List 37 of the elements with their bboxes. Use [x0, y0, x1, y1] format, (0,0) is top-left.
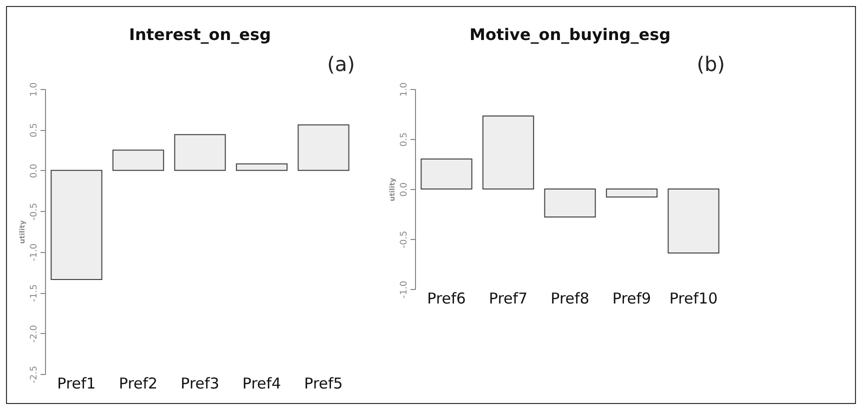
- x-tick-label: Pref10: [669, 290, 718, 308]
- x-tick-label: Pref7: [488, 290, 528, 308]
- y-tick-label: -0.5: [400, 230, 410, 248]
- y-tick-label: -1.0: [400, 280, 410, 298]
- y-tick-label: -2.5: [30, 366, 40, 384]
- x-tick-label: Pref6: [427, 290, 466, 308]
- bar: [544, 188, 596, 218]
- bar: [50, 170, 102, 280]
- x-tick-label: Pref5: [304, 374, 343, 392]
- x-tick-label: Pref3: [180, 374, 220, 392]
- x-tick-label: Pref1: [57, 374, 96, 392]
- bar: [298, 124, 350, 171]
- bar: [174, 134, 226, 171]
- y-tick-label: -2.0: [30, 324, 40, 343]
- y-tick-label: 0.0: [30, 164, 40, 178]
- y-tick-label: 1.0: [400, 82, 410, 97]
- y-tick-label: -1.0: [30, 243, 40, 262]
- bar: [112, 150, 164, 171]
- bar: [482, 116, 534, 190]
- bar: [606, 188, 658, 198]
- y-tick-label: 1.0: [30, 82, 40, 97]
- x-tick-label: Pref4: [242, 374, 282, 392]
- chart-title: Motive_on_buying_esg: [469, 25, 671, 44]
- x-tick-label: Pref2: [118, 374, 158, 392]
- x-tick-label: Pref8: [550, 290, 590, 308]
- text: (a): [327, 52, 355, 76]
- chart-title: Interest_on_esg: [129, 25, 271, 44]
- y-tick-label: -0.5: [30, 202, 40, 220]
- y-tick-label: 0.5: [400, 132, 410, 147]
- x-tick-label: Pref9: [612, 290, 652, 308]
- bar: [668, 188, 720, 254]
- bar: [420, 158, 472, 190]
- y-tick-label: -1.5: [30, 284, 40, 302]
- y-tick-label: 0.5: [30, 123, 40, 138]
- text: (b): [696, 52, 725, 76]
- bar: [236, 163, 288, 171]
- y-tick-label: 0.0: [400, 182, 410, 197]
